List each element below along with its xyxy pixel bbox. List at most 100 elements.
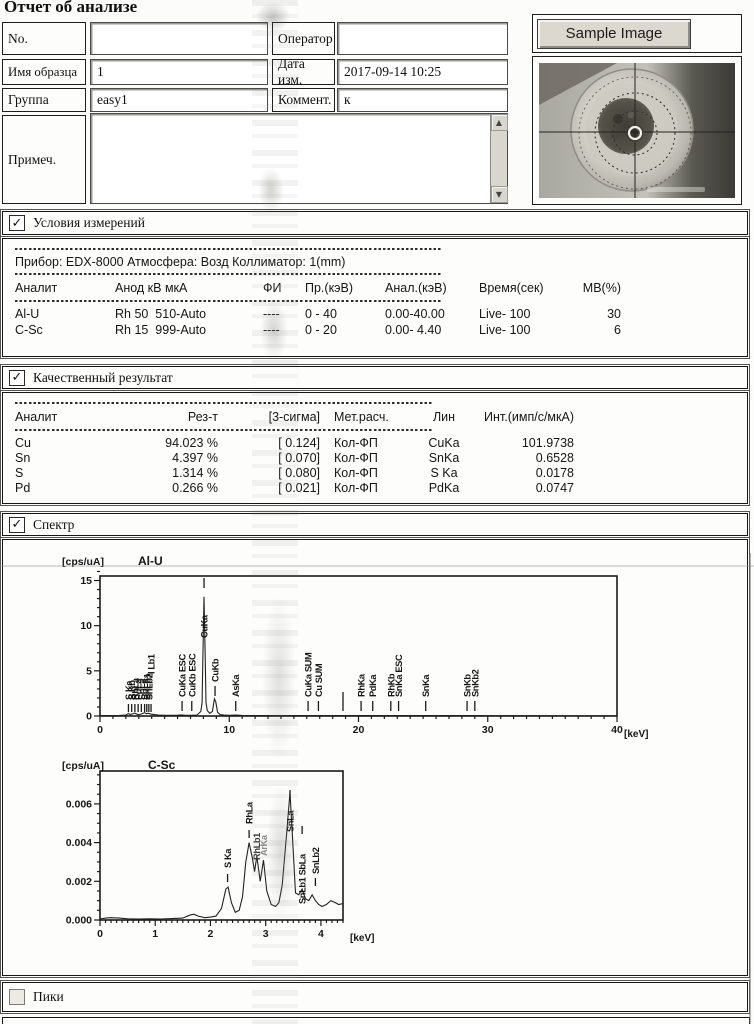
peaks-checkbox[interactable] — [9, 989, 25, 1005]
svg-text:0.004: 0.004 — [66, 837, 92, 849]
table-cell: SnKa — [428, 451, 460, 465]
svg-text:[cps/uA]: [cps/uA] — [62, 556, 104, 568]
peaks-label: Пики — [33, 989, 64, 1004]
table-cell: Rh 50 510-Auto — [115, 307, 207, 321]
svg-text:0: 0 — [97, 724, 103, 736]
table-cell: 0.6528 — [535, 451, 574, 465]
page-title: Отчет об анализе — [4, 0, 138, 16]
sample-name-input[interactable]: 1 — [90, 59, 268, 85]
qualitative-label: Качественный результат — [33, 369, 173, 385]
note-scrollbar[interactable]: ▲ ▼ — [490, 114, 508, 203]
focus-circle-outer — [594, 92, 676, 174]
date-input[interactable]: 2017-09-14 10:25 — [337, 59, 508, 85]
focus-circle-inner — [612, 110, 658, 156]
table-cell: PdKa — [428, 481, 460, 495]
table-cell: CuKa — [428, 436, 460, 450]
conditions-table-rows: Al-U Rh 50 510-Auto ---- 0 - 40 0.00-40.00 Li… — [15, 307, 735, 337]
table-cell: Live- 100 — [479, 323, 531, 337]
table-row: Pd 0.266 % [ 0.021] Кол-ФП PdKa 0.0747 — [15, 481, 735, 495]
comment-input[interactable]: к — [337, 88, 508, 112]
date-label: Дата изм. — [272, 56, 335, 87]
group-label: Группа — [2, 88, 86, 112]
svg-text:30: 30 — [482, 724, 494, 736]
table-cell: 0 - 20 — [305, 323, 337, 337]
table-cell: [3-сигма] — [268, 410, 320, 424]
table-cell: ---- — [263, 323, 280, 337]
qualitative-checkbox[interactable]: ✓ — [9, 369, 25, 386]
svg-text:10: 10 — [80, 620, 92, 632]
photo-shadow-wedge — [539, 63, 617, 105]
table-cell: [ 0.124] — [278, 436, 320, 450]
table-cell: Лин — [432, 410, 456, 424]
no-input[interactable] — [90, 22, 268, 55]
conditions-checkbox[interactable]: ✓ — [9, 215, 25, 231]
svg-text:0: 0 — [86, 711, 92, 723]
svg-text:SnLa: SnLa — [285, 810, 295, 832]
section-conditions-header: ✓ Условия измерений — [0, 208, 751, 238]
table-cell: 0 - 40 — [305, 307, 337, 321]
svg-text:0.002: 0.002 — [66, 876, 92, 888]
operator-label: Оператор — [272, 22, 335, 55]
table-cell: 94.023 % — [165, 436, 218, 450]
svg-text:SnKa ESC: SnKa ESC — [394, 654, 404, 697]
center-marker — [627, 125, 643, 141]
scroll-down-icon[interactable]: ▼ — [490, 186, 508, 203]
svg-text:CuKb ESC: CuKb ESC — [187, 653, 197, 697]
sample-image-button-frame: Sample Image — [532, 14, 742, 53]
svg-text:CuKa: CuKa — [200, 614, 210, 638]
table-cell: [ 0.021] — [278, 481, 320, 495]
table-cell: Pd — [15, 481, 31, 495]
spectrum-checkbox[interactable]: ✓ — [9, 516, 25, 533]
svg-text:Cu SUM: Cu SUM — [314, 663, 324, 697]
table-cell: 1.314 % — [172, 466, 218, 480]
divider — [15, 429, 433, 431]
note-textarea[interactable]: ▲ ▼ — [90, 113, 508, 204]
svg-text:SnKa: SnKa — [421, 674, 431, 697]
svg-text:RhLa: RhLa — [130, 677, 140, 700]
conditions-table-header: Аналит Анод кВ мкА ФИ Пр.(кэВ) Анал.(кэВ) Вре… — [15, 281, 735, 295]
svg-text:CuKb: CuKb — [211, 658, 221, 682]
sample-material — [598, 98, 654, 154]
section-peaks-header: Пики — [0, 979, 751, 1015]
svg-text:ArKa: ArKa — [259, 834, 269, 856]
sample-name-label: Имя образца — [2, 59, 86, 85]
table-cell: 0.00-40.00 — [385, 307, 445, 321]
table-cell: [ 0.080] — [278, 466, 320, 480]
section-spectrum-body — [0, 536, 751, 979]
svg-text:10: 10 — [223, 724, 235, 736]
scroll-up-icon[interactable]: ▲ — [490, 114, 508, 131]
table-cell: Rh 15 999-Auto — [115, 323, 207, 337]
table-cell: Пр.(кэВ) — [305, 281, 354, 295]
table-cell: [ 0.070] — [278, 451, 320, 465]
table-row: Cu 94.023 % [ 0.124] Кол-ФП CuKa 101.9738 — [15, 436, 735, 450]
table-cell: C-Sc — [15, 323, 43, 337]
svg-text:SnKb2: SnKb2 — [470, 669, 480, 697]
spectrum-label: Спектр — [33, 516, 75, 532]
table-row: Аналит Анод кВ мкА ФИ Пр.(кэВ) Анал.(кэВ) Вре… — [15, 281, 635, 295]
svg-text:RhLa: RhLa — [245, 801, 255, 824]
table-cell: 6 — [614, 323, 621, 337]
spectrum-chart-al-u: [cps/uA] Al-U 0 10 20 30 40 [keV] 0 5 10 15 S KaS Kb… — [62, 554, 648, 740]
sample-image-button[interactable]: Sample Image — [537, 18, 691, 49]
divider — [15, 402, 433, 404]
operator-input[interactable] — [337, 22, 508, 55]
divider — [15, 300, 443, 302]
svg-text:0.000: 0.000 — [66, 915, 92, 927]
section-next-partial — [2, 1017, 750, 1024]
table-cell: Рез-т — [187, 410, 218, 424]
group-input[interactable]: easy1 — [90, 88, 268, 112]
svg-text:SnKb: SnKb — [463, 674, 473, 697]
table-cell: Al-U — [15, 307, 40, 321]
svg-text:[cps/uA]: [cps/uA] — [62, 760, 104, 772]
svg-text:SnLa: SnLa — [137, 678, 147, 700]
svg-text:0: 0 — [97, 928, 103, 940]
divider — [15, 273, 443, 275]
svg-text:RhKb: RhKb — [386, 673, 396, 697]
svg-text:SnLb2: SnLb2 — [144, 673, 154, 700]
svg-text:PdLa: PdLa — [134, 678, 144, 700]
table-cell: ---- — [263, 307, 280, 321]
table-cell: Кол-ФП — [334, 466, 378, 480]
table-cell: ФИ — [263, 281, 282, 295]
table-cell: S Ka — [430, 466, 458, 480]
